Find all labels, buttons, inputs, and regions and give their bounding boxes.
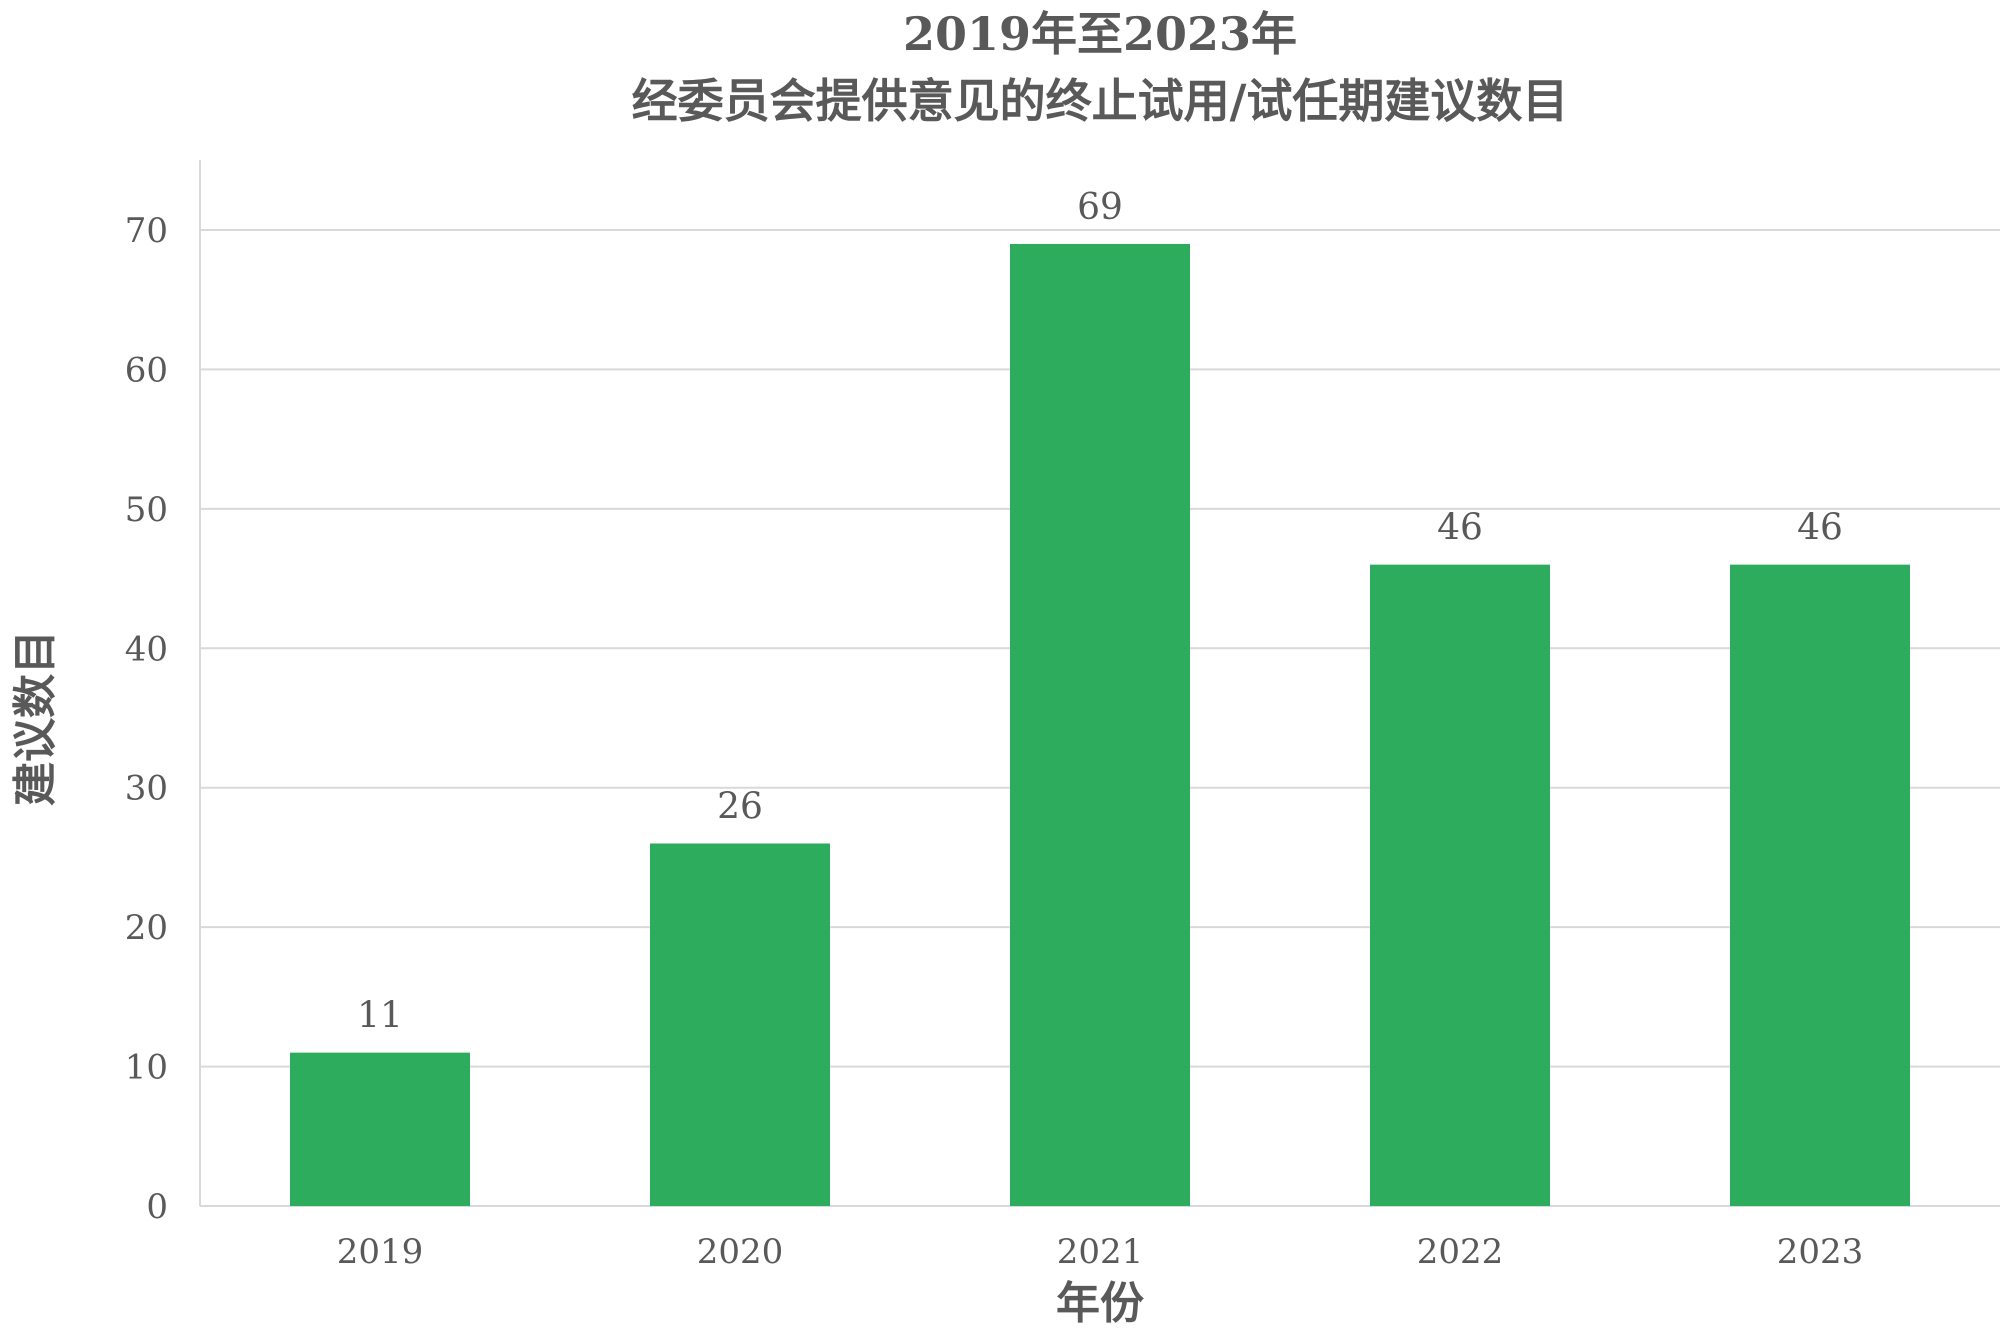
data-label-2019: 11	[357, 996, 403, 1037]
x-tick-label-2023: 2023	[1777, 1232, 1864, 1272]
data-label-2020: 26	[717, 786, 763, 827]
x-tick-label-2022: 2022	[1417, 1232, 1504, 1272]
chart-title-line-1: 2019年至2023年	[903, 7, 1297, 61]
y-tick-label: 20	[125, 908, 168, 948]
x-tick-label-2020: 2020	[697, 1232, 784, 1272]
data-label-2023: 46	[1797, 508, 1843, 549]
bar-2022	[1370, 564, 1550, 1206]
y-tick-label: 70	[125, 211, 168, 251]
y-tick-label: 40	[125, 629, 168, 669]
chart-title: 2019年至2023年 经委员会提供意见的终止试用/试任期建议数目	[632, 7, 1569, 128]
x-tick-label-2019: 2019	[337, 1232, 424, 1272]
data-label-2022: 46	[1437, 508, 1483, 549]
y-tick-label: 10	[125, 1048, 168, 1088]
y-axis-title: 建议数目	[10, 630, 61, 806]
bar-series	[290, 243, 1910, 1206]
bar-2023	[1730, 564, 1910, 1206]
x-tick-label-2021: 2021	[1057, 1232, 1144, 1272]
y-axis-ticks: 0 10 20 30 40 50 60 70	[125, 211, 168, 1227]
bar-2020	[650, 843, 830, 1206]
y-tick-label: 0	[146, 1187, 168, 1227]
x-axis-title: 年份	[1056, 1278, 1144, 1329]
x-axis-ticks: 2019 2020 2021 2022 2023	[337, 1232, 1864, 1272]
data-label-2021: 69	[1077, 187, 1123, 228]
bar-2021	[1010, 243, 1190, 1206]
y-tick-label: 30	[125, 769, 168, 809]
chart-title-line-2: 经委员会提供意见的终止试用/试任期建议数目	[632, 74, 1569, 128]
data-labels: 11 26 69 46 46	[357, 187, 1843, 1037]
bar-2019	[290, 1052, 470, 1206]
y-tick-label: 60	[125, 350, 168, 390]
y-tick-label: 50	[125, 490, 168, 530]
